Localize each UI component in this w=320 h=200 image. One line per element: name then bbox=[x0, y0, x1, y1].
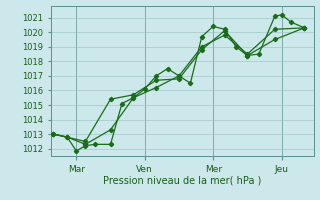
X-axis label: Pression niveau de la mer( hPa ): Pression niveau de la mer( hPa ) bbox=[103, 175, 261, 185]
